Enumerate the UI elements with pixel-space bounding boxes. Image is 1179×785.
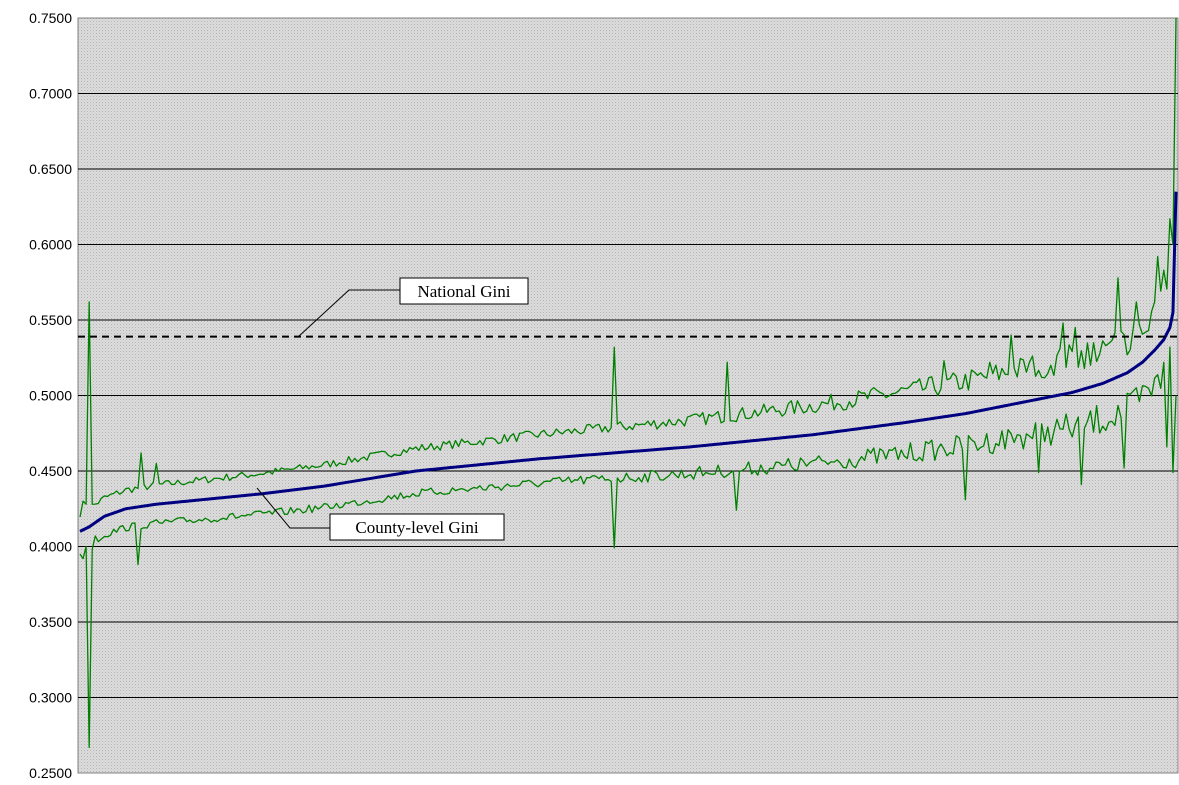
y-axis-tick-labels: 0.2500 0.3000 0.3500 0.4000 0.4500 0.5000 0.55…	[29, 10, 72, 781]
y-tick-label: 0.7000	[29, 86, 72, 102]
y-tick-label: 0.4500	[29, 463, 72, 479]
county-gini-line	[79, 191, 1178, 533]
county-gini-callout-text: County-level Gini	[355, 518, 479, 537]
national-gini-callout-box	[399, 277, 529, 305]
county-gini-callout-box	[329, 513, 505, 541]
national-gini-leader-line	[297, 289, 400, 338]
y-tick-label: 0.3500	[29, 614, 72, 630]
county-gini-leader-line	[256, 487, 330, 529]
county-gini-callout: County-level Gini	[256, 487, 505, 541]
gridlines	[78, 93, 1178, 698]
national-gini-callout: National Gini	[297, 277, 529, 338]
y-tick-label: 0.6500	[29, 161, 72, 177]
y-tick-label: 0.6000	[29, 237, 72, 253]
series-lines	[78, 17, 1178, 748]
y-tick-label: 0.4000	[29, 539, 72, 555]
upper-bound-line	[79, 17, 1177, 518]
lower-bound-line	[79, 346, 1177, 748]
callouts: National Gini County-level Gini	[256, 277, 529, 541]
y-tick-label: 0.7500	[29, 10, 72, 26]
y-tick-label: 0.3000	[29, 690, 72, 706]
national-gini-callout-text: National Gini	[417, 282, 510, 301]
y-tick-label: 0.5000	[29, 388, 72, 404]
y-tick-label: 0.2500	[29, 765, 72, 781]
y-tick-label: 0.5500	[29, 312, 72, 328]
